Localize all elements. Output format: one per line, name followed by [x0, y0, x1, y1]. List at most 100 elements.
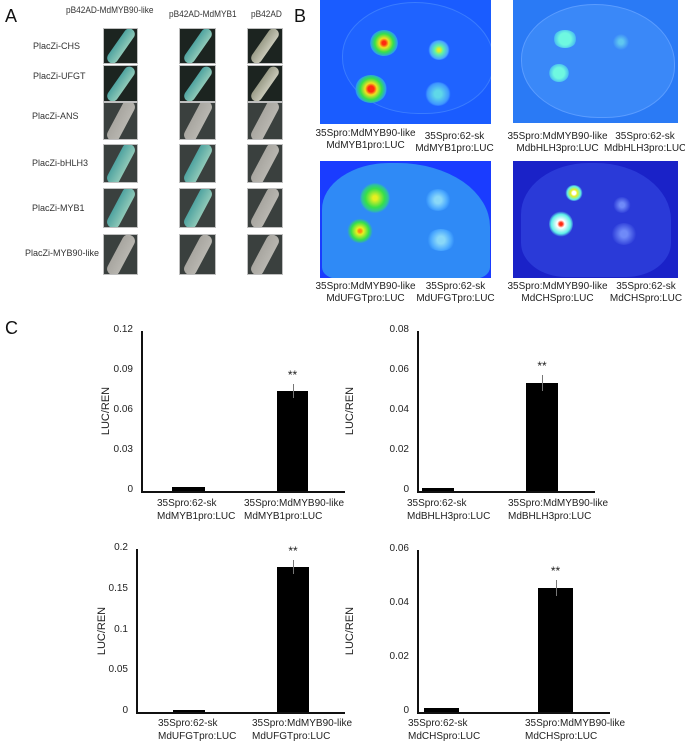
colony-streak: [248, 235, 282, 274]
luc-signal-spot: [611, 223, 637, 245]
caption-line: MdMYB1pro:LUC: [326, 140, 405, 151]
caption-line: 35Spro:62-sk: [424, 131, 485, 142]
error-bar: [292, 384, 294, 398]
yeast-colony-image: [179, 28, 216, 64]
y-tick-label: 0.06: [389, 364, 409, 375]
x-category-label: 35Spro:62-sk MdBHLH3pro:LUC: [407, 497, 490, 523]
luc-signal-spot: [549, 64, 569, 82]
y-axis: [417, 550, 419, 713]
caption-myb1-left: 35Spro:MdMYB90-like MdMYB1pro:LUC: [308, 128, 423, 152]
yeast-colony-image: [103, 188, 138, 228]
luc-image-chs: [513, 161, 678, 278]
x-axis: [136, 712, 345, 714]
y-tick-label: 0.06: [389, 543, 409, 554]
category-line: 35Spro:62-sk: [407, 498, 467, 509]
y-axis-label: LUC/REN: [100, 386, 112, 436]
luc-signal-spot: [425, 189, 451, 211]
luc-signal-spot: [549, 211, 573, 237]
colony-streak: [181, 235, 214, 274]
caption-line: 35Spro:MdMYB90-like: [507, 281, 608, 292]
category-line: 35Spro:62-sk: [157, 498, 217, 509]
caption-line: 35Spro:62-sk: [616, 281, 676, 292]
panel-b-label: B: [294, 6, 307, 26]
bar: [172, 487, 205, 491]
y-tick-label: 0.08: [389, 324, 409, 335]
category-line: MdUFGTpro:LUC: [252, 731, 331, 742]
row-label-bhlh3: PlacZi-bHLH3: [32, 158, 89, 168]
yeast-colony-image: [103, 102, 138, 140]
significance-marker: **: [288, 543, 298, 558]
y-tick-label: 0.12: [113, 324, 133, 335]
y-axis-label: LUC/REN: [96, 606, 108, 656]
category-line: MdCHSpro:LUC: [408, 731, 481, 742]
caption-line: MdUFGTpro:LUC: [326, 293, 405, 304]
y-tick-label: 0.06: [113, 404, 133, 415]
luc-signal-spot: [565, 185, 583, 201]
caption-ufgt-right: 35Spro:62-sk MdUFGTpro:LUC: [413, 281, 498, 305]
luc-image-ufgt: [320, 161, 491, 278]
category-line: MdMYB1pro:LUC: [244, 511, 323, 522]
yeast-colony-image: [179, 234, 216, 275]
y-axis: [136, 549, 138, 713]
luc-signal-spot: [613, 197, 631, 213]
colony-streak: [104, 103, 137, 139]
caption-chs-right: 35Spro:62-sk MdCHSpro:LUC: [606, 281, 685, 305]
bar: [173, 710, 205, 713]
bar: [538, 587, 573, 712]
significance-marker: **: [287, 368, 298, 383]
bar: [277, 391, 308, 491]
x-category-label: 35Spro:MdMYB90-like MdBHLH3pro:LUC: [508, 497, 608, 523]
colony-streak: [181, 29, 214, 63]
x-category-label: 35Spro:MdMYB90-like MdMYB1pro:LUC: [244, 497, 344, 523]
bar: [424, 707, 459, 712]
caption-line: 35Spro:MdMYB90-like: [507, 131, 608, 142]
significance-marker: **: [537, 359, 547, 373]
x-category-label: 35Spro:62-sk MdUFGTpro:LUC: [158, 717, 236, 743]
caption-line: 35Spro:62-sk: [425, 281, 486, 292]
y-tick-label: 0.02: [389, 444, 409, 455]
caption-line: 35Spro:62-sk: [615, 131, 675, 142]
x-category-label: 35Spro:62-sk MdMYB1pro:LUC: [157, 497, 235, 523]
x-category-label: 35Spro:MdMYB90-like MdUFGTpro:LUC: [252, 717, 352, 743]
row-label-ans: PlacZi-ANS: [32, 111, 79, 121]
category-line: MdUFGTpro:LUC: [158, 731, 237, 742]
caption-bhlh3-right: 35Spro:62-sk MdbHLH3pro:LUC: [604, 131, 685, 155]
row-label-ufgt: PlacZi-UFGT: [33, 71, 86, 81]
caption-line: MdbHLH3pro:LUC: [604, 143, 685, 154]
caption-line: MdUFGTpro:LUC: [416, 293, 495, 304]
panel-a-label: A: [5, 6, 18, 26]
luc-image-myb1: [320, 0, 491, 124]
colony-streak: [181, 103, 214, 139]
y-tick-label: 0.1: [114, 623, 128, 635]
colony-streak: [248, 145, 282, 182]
category-line: 35Spro:MdMYB90-like: [252, 718, 353, 729]
category-line: MdCHSpro:LUC: [525, 731, 598, 742]
row-label-myb90-like: PlacZi-MYB90-like: [25, 248, 100, 258]
y-tick-label: 0.2: [114, 542, 128, 553]
yeast-colony-image: [179, 65, 216, 102]
caption-line: MdbHLH3pro:LUC: [516, 143, 599, 154]
significance-marker: **: [550, 563, 561, 578]
bar: [422, 488, 454, 491]
yeast-colony-image: [179, 144, 216, 183]
y-tick-label: 0: [403, 705, 409, 716]
y-axis-label: LUC/REN: [344, 606, 356, 656]
x-axis: [417, 491, 595, 493]
luc-signal-spot: [428, 40, 450, 60]
caption-line: 35Spro:MdMYB90-like: [315, 281, 416, 292]
y-tick-label: 0: [403, 484, 409, 495]
luc-signal-spot: [370, 30, 398, 56]
yeast-colony-image: [179, 188, 216, 228]
x-axis: [141, 491, 345, 493]
yeast-colony-image: [103, 65, 138, 102]
y-tick-label: 0.04: [389, 597, 409, 608]
luc-signal-spot: [553, 30, 577, 48]
bar: [277, 566, 309, 712]
yeast-colony-image: [103, 28, 138, 64]
caption-chs-left: 35Spro:MdMYB90-like MdCHSpro:LUC: [500, 281, 615, 305]
y-tick-label: 0.04: [389, 404, 409, 415]
x-axis: [417, 712, 610, 714]
luc-signal-spot: [613, 34, 629, 50]
column-header-myb90: pB42AD-MdMYB90-like: [66, 5, 154, 15]
yeast-colony-image: [247, 102, 283, 140]
